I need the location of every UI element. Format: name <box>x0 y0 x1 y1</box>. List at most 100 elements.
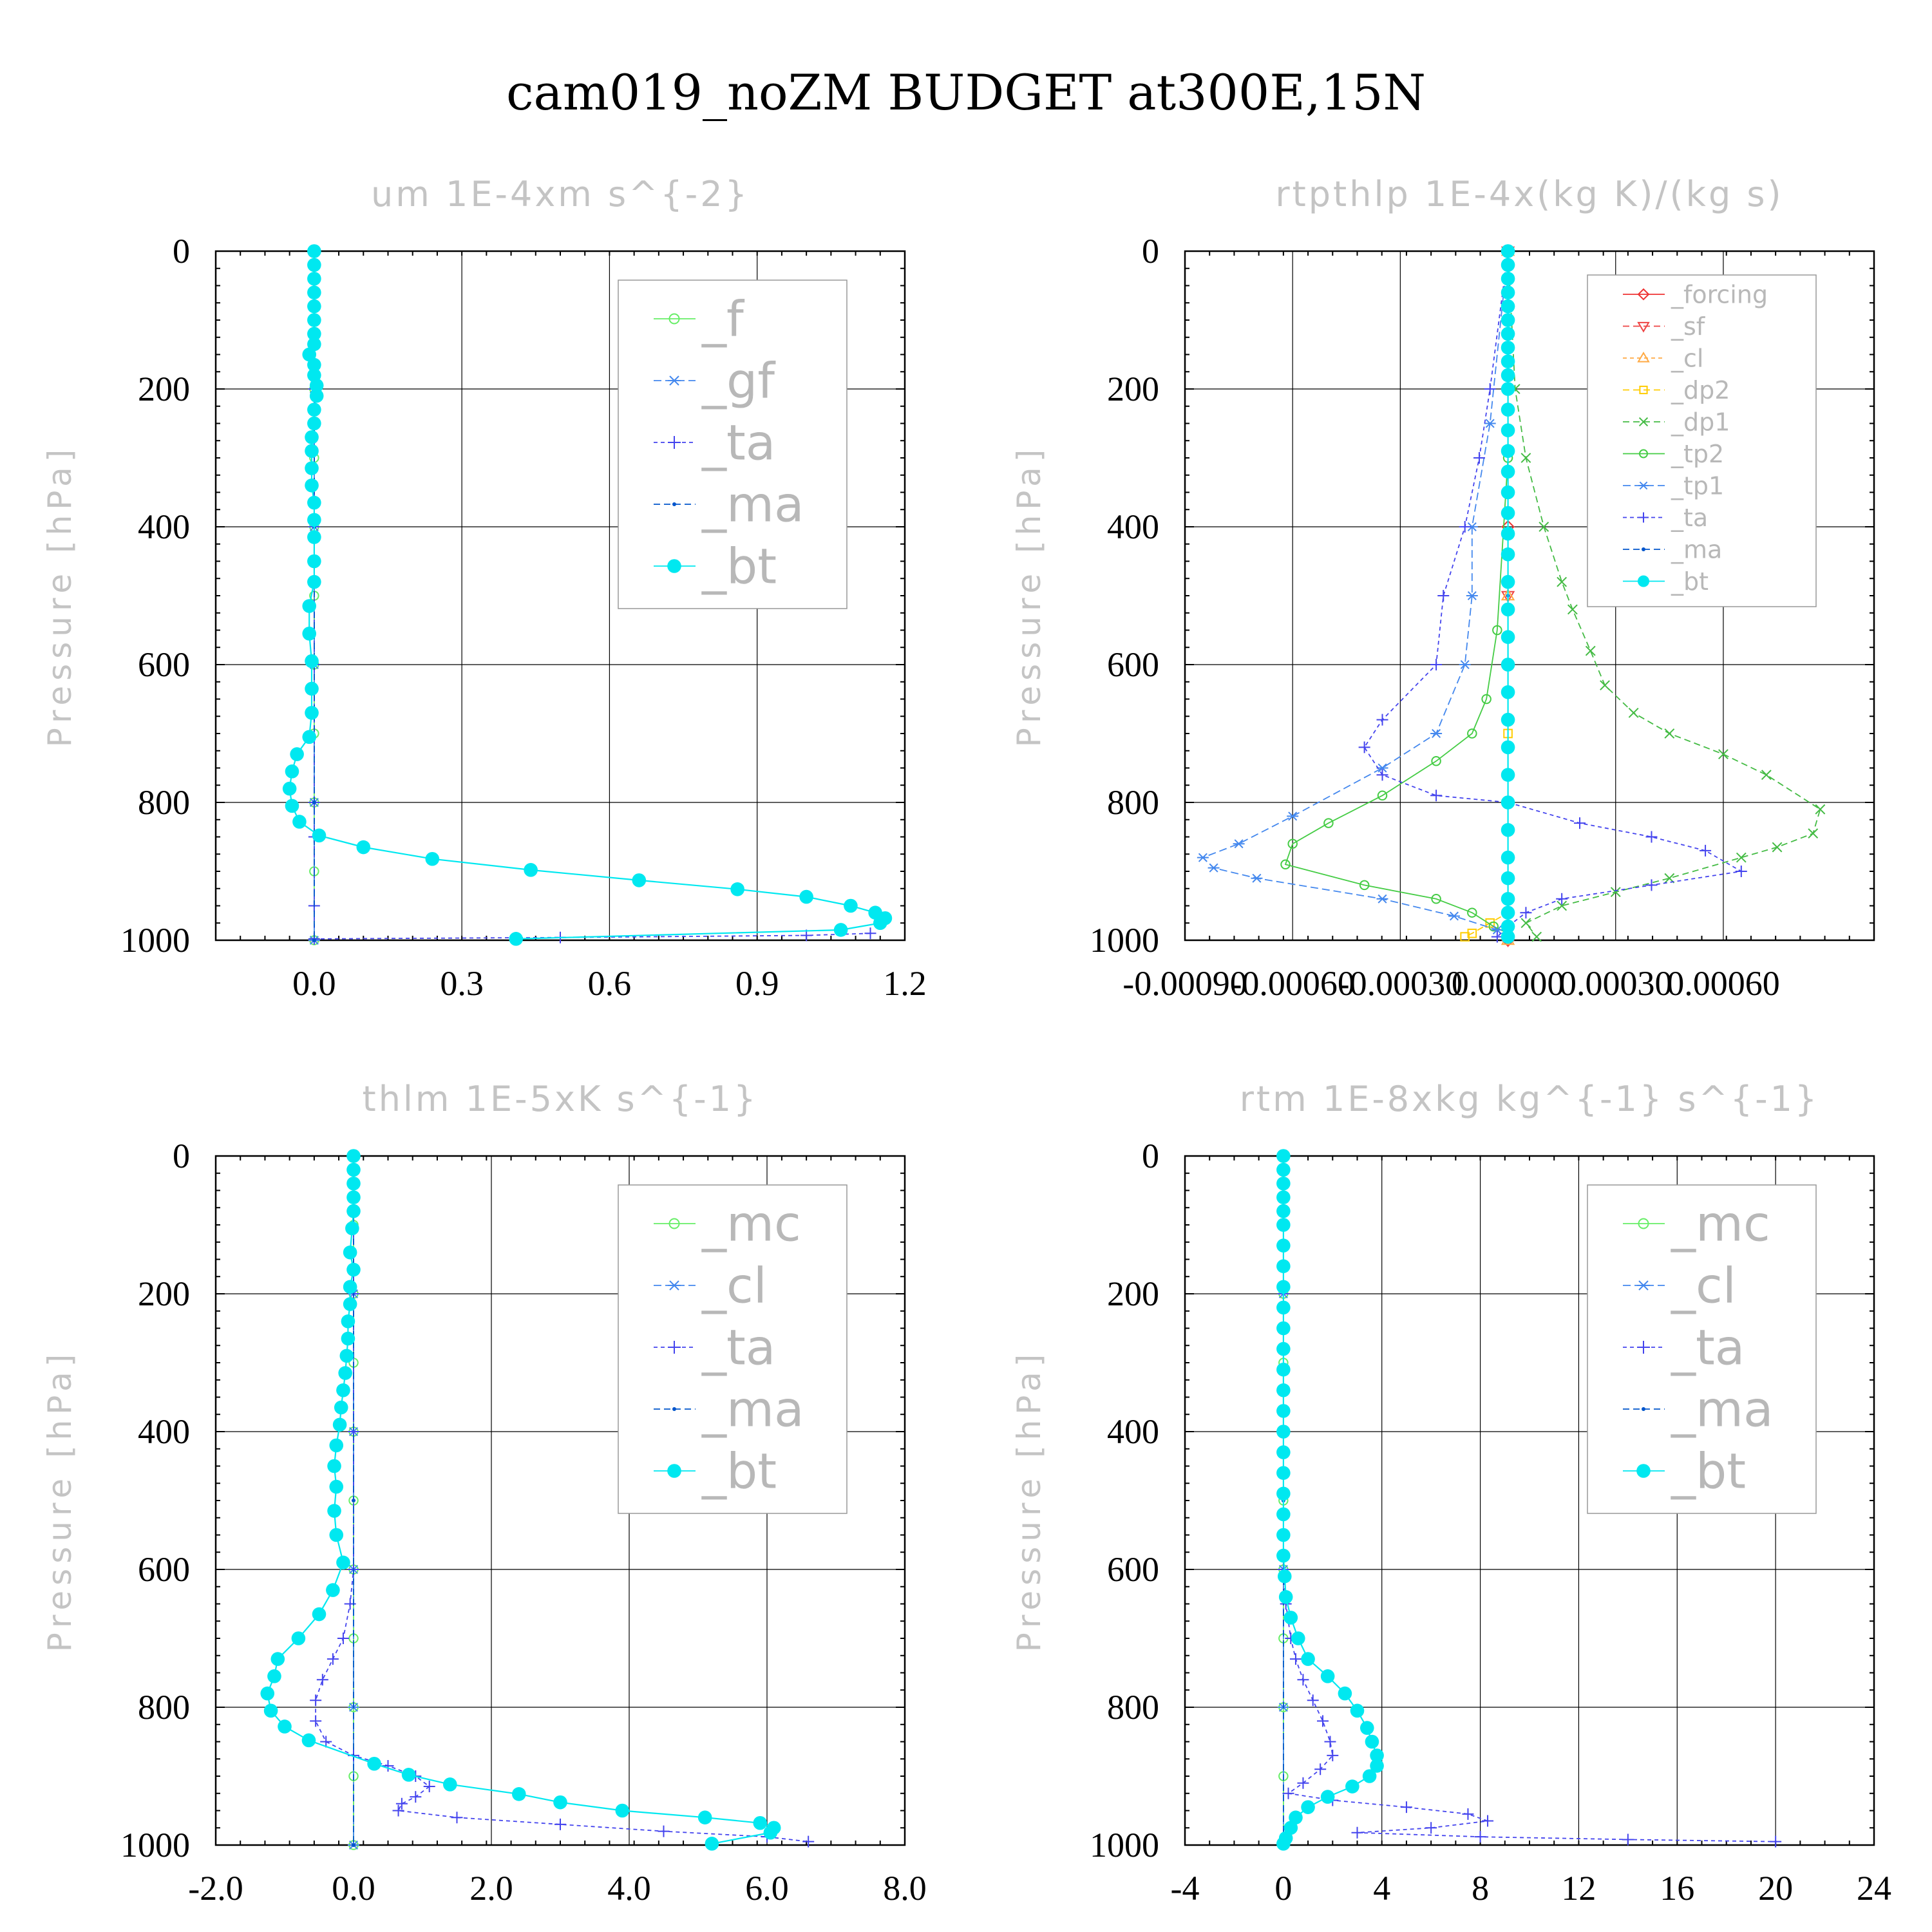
data-point-tp1 <box>1466 591 1478 601</box>
legend: _forcing _sf _cl _dp2 _dp1 _tp2 _tp1 _ta _ma _bt <box>1587 274 1817 607</box>
data-point-ta <box>1314 1763 1327 1776</box>
data-point-ta <box>392 1804 404 1817</box>
x-tick-label: 0.00060 <box>1667 964 1780 1003</box>
data-point-tp1 <box>1491 925 1503 934</box>
data-point-ta <box>1622 1833 1634 1846</box>
data-point-ta <box>1770 1835 1782 1848</box>
y-tick-label: 0 <box>1142 1137 1159 1175</box>
legend-label: _sf <box>1671 312 1706 341</box>
data-point-bt <box>1276 1162 1291 1177</box>
legend-label: _cl <box>701 1257 767 1314</box>
data-point-bt <box>346 1177 361 1191</box>
data-point-bt <box>307 258 321 272</box>
legend-label: _tp1 <box>1671 471 1724 500</box>
data-point-bt <box>307 327 321 341</box>
y-tick-label: 600 <box>138 1550 190 1589</box>
y-tick-label: 800 <box>138 1688 190 1727</box>
data-point-bt <box>260 1686 275 1701</box>
y-axis-label: Pressure [hPa] <box>1010 1349 1048 1653</box>
data-point-ta <box>1574 817 1586 829</box>
data-point-bt <box>312 828 327 843</box>
y-tick-label: 800 <box>1107 1688 1159 1727</box>
data-point-dp1 <box>1664 728 1675 739</box>
data-point-bt <box>1345 1779 1359 1794</box>
data-point-bt <box>1501 574 1515 589</box>
legend-label: _bt <box>1671 1443 1746 1500</box>
series-line-dp2 <box>1464 251 1509 938</box>
data-point-dp1 <box>1772 842 1783 853</box>
data-point-ta <box>1430 659 1443 670</box>
data-point-ta <box>1482 1815 1494 1827</box>
data-point-bt <box>307 357 321 372</box>
data-point-bt <box>285 799 299 813</box>
data-point-bt <box>1501 402 1515 417</box>
data-point-tp1 <box>1459 659 1471 670</box>
data-point-bt <box>1501 871 1515 886</box>
data-point-ta <box>1556 893 1568 905</box>
data-point-tp1 <box>1208 863 1220 873</box>
data-point-tp1 <box>1233 839 1245 849</box>
legend-marker-cl <box>1637 352 1650 363</box>
data-point-bt <box>327 1504 341 1518</box>
data-point-bt <box>301 1733 316 1748</box>
series-line-ta <box>1363 251 1743 938</box>
data-point-ta <box>1376 769 1388 781</box>
data-point-tp1 <box>1484 419 1496 428</box>
data-point-bt <box>312 1607 327 1622</box>
x-tick-label: -0.00090 <box>1122 964 1247 1003</box>
data-point-bt <box>263 1703 278 1718</box>
data-point-bt <box>334 1400 348 1415</box>
data-point-tp2 <box>1431 756 1441 766</box>
data-point-ta <box>1700 844 1712 857</box>
data-point-tp2 <box>1467 907 1477 918</box>
data-point-bt <box>343 1245 357 1260</box>
data-point-bt <box>338 1366 352 1380</box>
data-point-bt <box>341 1331 355 1346</box>
data-point-bt <box>305 444 319 459</box>
data-point-bt <box>1320 1669 1335 1683</box>
data-point-ma <box>352 1499 355 1502</box>
legend-label: _dp1 <box>1671 408 1730 436</box>
data-point-bt <box>1501 795 1515 810</box>
data-point-bt <box>1501 272 1515 286</box>
data-point-ta <box>423 1781 435 1793</box>
legend-marker-ta <box>668 436 681 449</box>
data-point-bt <box>1501 464 1515 479</box>
data-point-bt <box>1283 1821 1298 1835</box>
y-tick-label: 0 <box>1142 232 1159 270</box>
legend-marker-tp1 <box>1638 481 1649 490</box>
data-point-ta <box>1645 831 1658 843</box>
y-tick-label: 400 <box>138 1412 190 1451</box>
legend-marker-sf <box>1637 321 1650 333</box>
y-tick-label: 0 <box>173 232 190 270</box>
data-point-dp1 <box>1761 770 1772 781</box>
data-point-bt <box>346 1204 361 1218</box>
data-point-bt <box>730 882 744 896</box>
data-point-tp2 <box>1488 921 1499 932</box>
legend-marker-ma <box>1642 547 1645 551</box>
legend-marker-ta <box>1637 1341 1650 1354</box>
data-point-bt <box>282 781 297 796</box>
y-axis-label: Pressure [hPa] <box>41 1349 79 1653</box>
data-point-bt <box>346 1162 361 1177</box>
x-tick-label: 0.3 <box>440 964 484 1003</box>
data-point-ta <box>310 1715 322 1727</box>
legend: _mc_cl_ta_ma_bt <box>1587 1184 1817 1514</box>
legend-label: _mc <box>701 1195 801 1253</box>
data-point-ta <box>1282 1787 1294 1799</box>
data-point-bt <box>326 1583 340 1597</box>
data-point-bt <box>753 1815 768 1830</box>
data-point-bt <box>336 1383 350 1397</box>
x-tick-label: 16 <box>1660 1869 1694 1908</box>
y-tick-label: 400 <box>138 507 190 546</box>
data-point-dp2 <box>1460 932 1470 942</box>
data-point-dp1 <box>1557 576 1567 587</box>
data-point-dp1 <box>1808 828 1819 839</box>
y-tick-label: 600 <box>1107 1550 1159 1589</box>
data-point-ta <box>864 927 876 940</box>
data-point-bt <box>1501 850 1515 865</box>
data-point-bt <box>1501 602 1515 617</box>
data-point-dp1 <box>1718 749 1728 760</box>
legend-label: _ta <box>1671 1319 1745 1376</box>
data-point-bt <box>1370 1759 1384 1773</box>
